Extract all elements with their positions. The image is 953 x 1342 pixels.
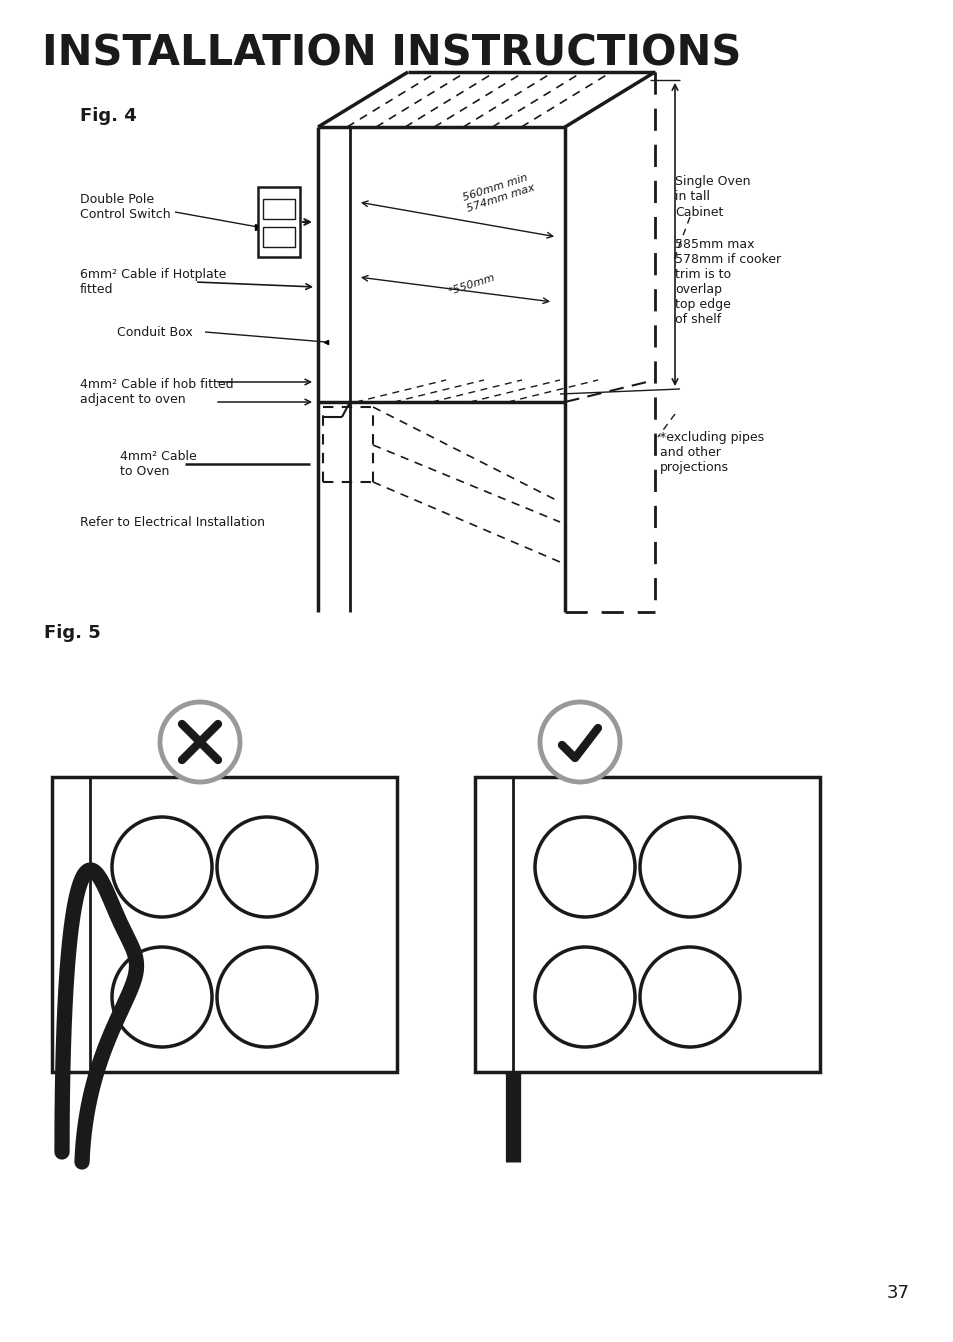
Text: Fig. 4: Fig. 4 (80, 107, 136, 125)
Bar (263, 227, 294, 247)
Text: Double Pole
Control Switch: Double Pole Control Switch (80, 193, 171, 221)
Text: 6mm² Cable if Hotplate
fitted: 6mm² Cable if Hotplate fitted (80, 268, 226, 297)
Text: 4mm² Cable if hob fitted
adjacent to oven: 4mm² Cable if hob fitted adjacent to ove… (80, 378, 233, 407)
Text: Conduit Box: Conduit Box (117, 326, 193, 338)
Text: Refer to Electrical Installation: Refer to Electrical Installation (80, 515, 265, 529)
Circle shape (216, 947, 316, 1047)
Bar (257, 187, 299, 258)
Text: 560mm min
574mm max: 560mm min 574mm max (461, 172, 536, 213)
Circle shape (112, 817, 212, 917)
Text: INSTALLATION INSTRUCTIONS: INSTALLATION INSTRUCTIONS (42, 32, 740, 74)
Text: *excluding pipes
and other
projections: *excluding pipes and other projections (659, 431, 763, 474)
Text: *550mm: *550mm (446, 272, 496, 297)
Circle shape (639, 947, 740, 1047)
Circle shape (112, 947, 212, 1047)
Circle shape (535, 817, 635, 917)
Bar (475, 777, 820, 1072)
Bar (52, 777, 396, 1072)
Text: 585mm max
578mm if cooker
trim is to
overlap
top edge
of shelf: 585mm max 578mm if cooker trim is to ove… (675, 238, 781, 326)
Text: Fig. 5: Fig. 5 (44, 624, 101, 641)
Circle shape (216, 817, 316, 917)
Text: 37: 37 (886, 1284, 909, 1302)
Circle shape (535, 947, 635, 1047)
Circle shape (539, 702, 619, 782)
Bar (263, 199, 294, 219)
Text: Single Oven
in tall
Cabinet: Single Oven in tall Cabinet (675, 176, 750, 219)
Circle shape (160, 702, 240, 782)
Circle shape (639, 817, 740, 917)
Text: 4mm² Cable
to Oven: 4mm² Cable to Oven (120, 450, 196, 478)
